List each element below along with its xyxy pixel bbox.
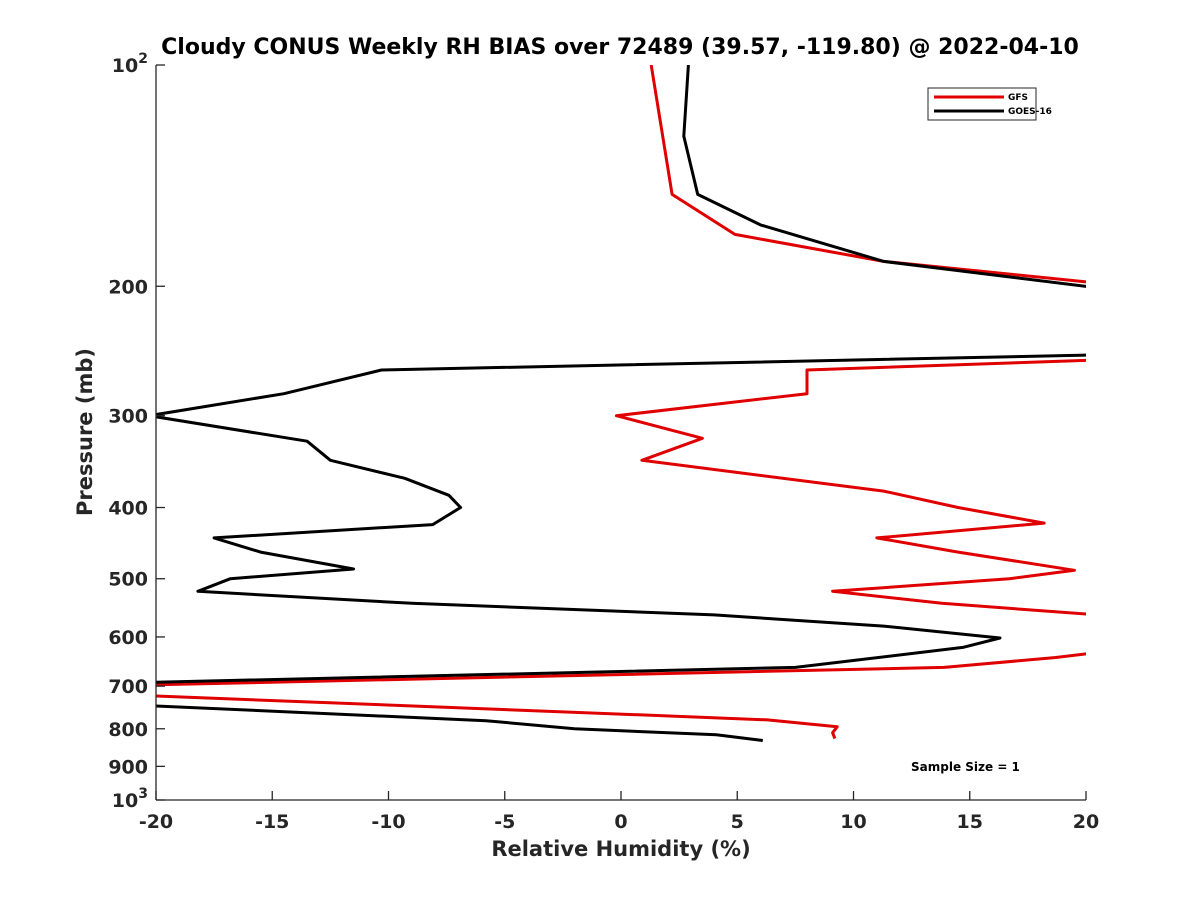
y-tick-label: 500 (108, 569, 148, 591)
series-line-gfs (156, 65, 1086, 740)
y-tick-label: 900 (108, 756, 148, 778)
y-tick-label: 102 (112, 51, 148, 77)
x-tick-label: 10 (840, 811, 866, 833)
legend-label-goes-16: GOES-16 (1008, 107, 1052, 117)
x-tick-label: 5 (731, 811, 744, 833)
y-tick-label: 300 (108, 406, 148, 428)
legend: GFS GOES-16 (927, 87, 1052, 121)
series-line-goes-16 (156, 65, 1086, 742)
x-tick-label: -5 (494, 811, 515, 833)
y-tick-label: 600 (108, 627, 148, 649)
x-tick-label: -15 (255, 811, 289, 833)
x-tick-label: 20 (1073, 811, 1099, 833)
y-tick-label: 103 (112, 786, 148, 812)
legend-label-gfs: GFS (1008, 93, 1028, 103)
x-tick-label: -10 (371, 811, 405, 833)
legend-box (927, 87, 1037, 121)
y-ticks: 102 200 300 400 500 600 700 800 900 103 (108, 51, 165, 812)
y-tick-label: 700 (108, 676, 148, 698)
y-tick-label: 800 (108, 719, 148, 741)
x-tick-label: 0 (614, 811, 627, 833)
x-ticks: -20 -15 -10 -5 0 5 10 15 20 (139, 791, 1099, 833)
x-tick-label: 15 (957, 811, 983, 833)
y-tick-label: 400 (108, 498, 148, 520)
x-axis-label: Relative Humidity (%) (491, 837, 750, 861)
axes (155, 65, 1086, 801)
chart-title: Cloudy CONUS Weekly RH BIAS over 72489 (… (161, 35, 1079, 60)
x-tick-label: -20 (139, 811, 173, 833)
sample-size-annotation: Sample Size = 1 (911, 760, 1020, 774)
y-axis-label: Pressure (mb) (73, 348, 97, 516)
y-tick-label: 200 (108, 276, 148, 298)
series-layer (156, 65, 1086, 742)
